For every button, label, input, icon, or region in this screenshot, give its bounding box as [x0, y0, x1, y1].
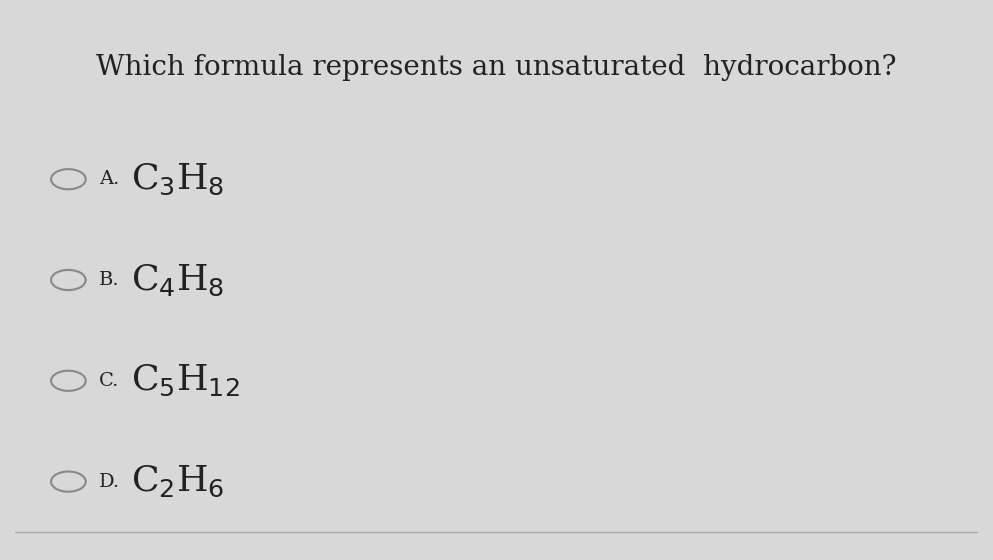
Circle shape — [51, 169, 85, 189]
Circle shape — [51, 371, 85, 391]
Text: B.: B. — [99, 271, 120, 289]
Text: Which formula represents an unsaturated  hydrocarbon?: Which formula represents an unsaturated … — [96, 54, 897, 81]
Text: D.: D. — [99, 473, 120, 491]
Text: C$_4$H$_8$: C$_4$H$_8$ — [131, 262, 224, 298]
Text: C$_5$H$_{12}$: C$_5$H$_{12}$ — [131, 363, 239, 399]
Text: A.: A. — [99, 170, 119, 188]
Text: C$_3$H$_8$: C$_3$H$_8$ — [131, 161, 224, 197]
Circle shape — [51, 270, 85, 290]
Text: C$_2$H$_6$: C$_2$H$_6$ — [131, 464, 224, 500]
Text: C.: C. — [99, 372, 119, 390]
Circle shape — [51, 472, 85, 492]
